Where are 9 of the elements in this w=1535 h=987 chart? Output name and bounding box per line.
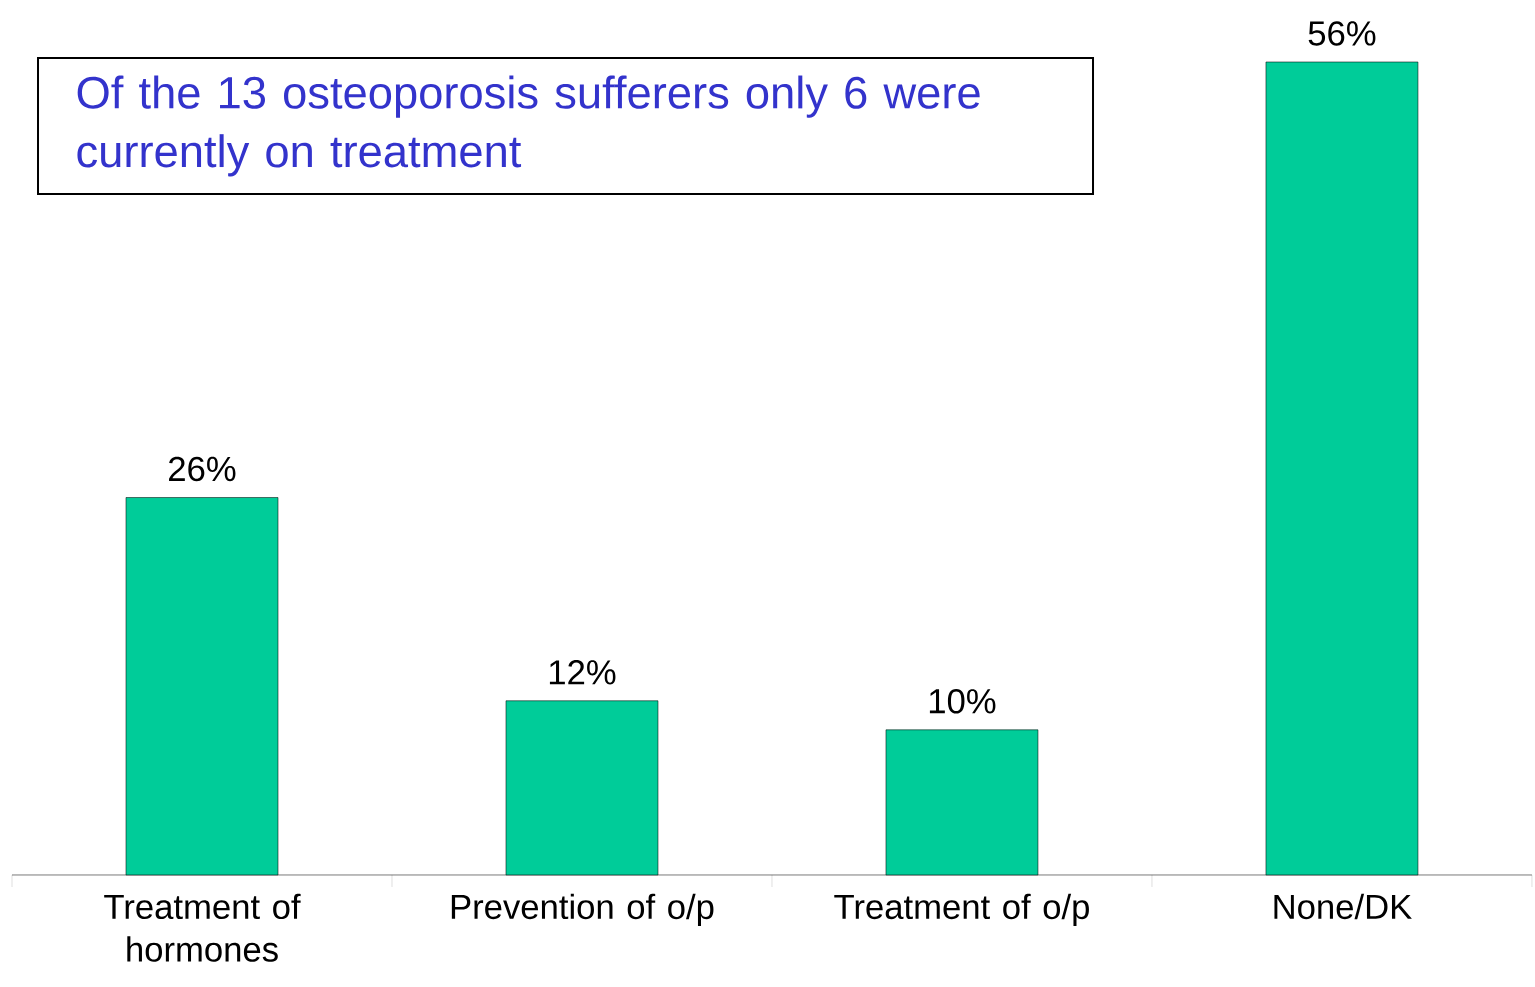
data-label: 12% <box>549 660 616 685</box>
annotation: Of the 13 osteoporosis sufferers only 6 were currently on treatment <box>77 75 980 177</box>
data-label: 26% <box>169 456 236 482</box>
data-label: 10% <box>929 688 996 714</box>
x-tick-label: Treatment of hormones <box>104 893 301 962</box>
x-tick-label: None/DK <box>1274 893 1412 920</box>
data-label: 56% <box>1308 21 1376 46</box>
x-tick-label: Prevention of o/p <box>451 893 714 927</box>
x-tick-label: Treatment of o/p <box>834 893 1089 927</box>
